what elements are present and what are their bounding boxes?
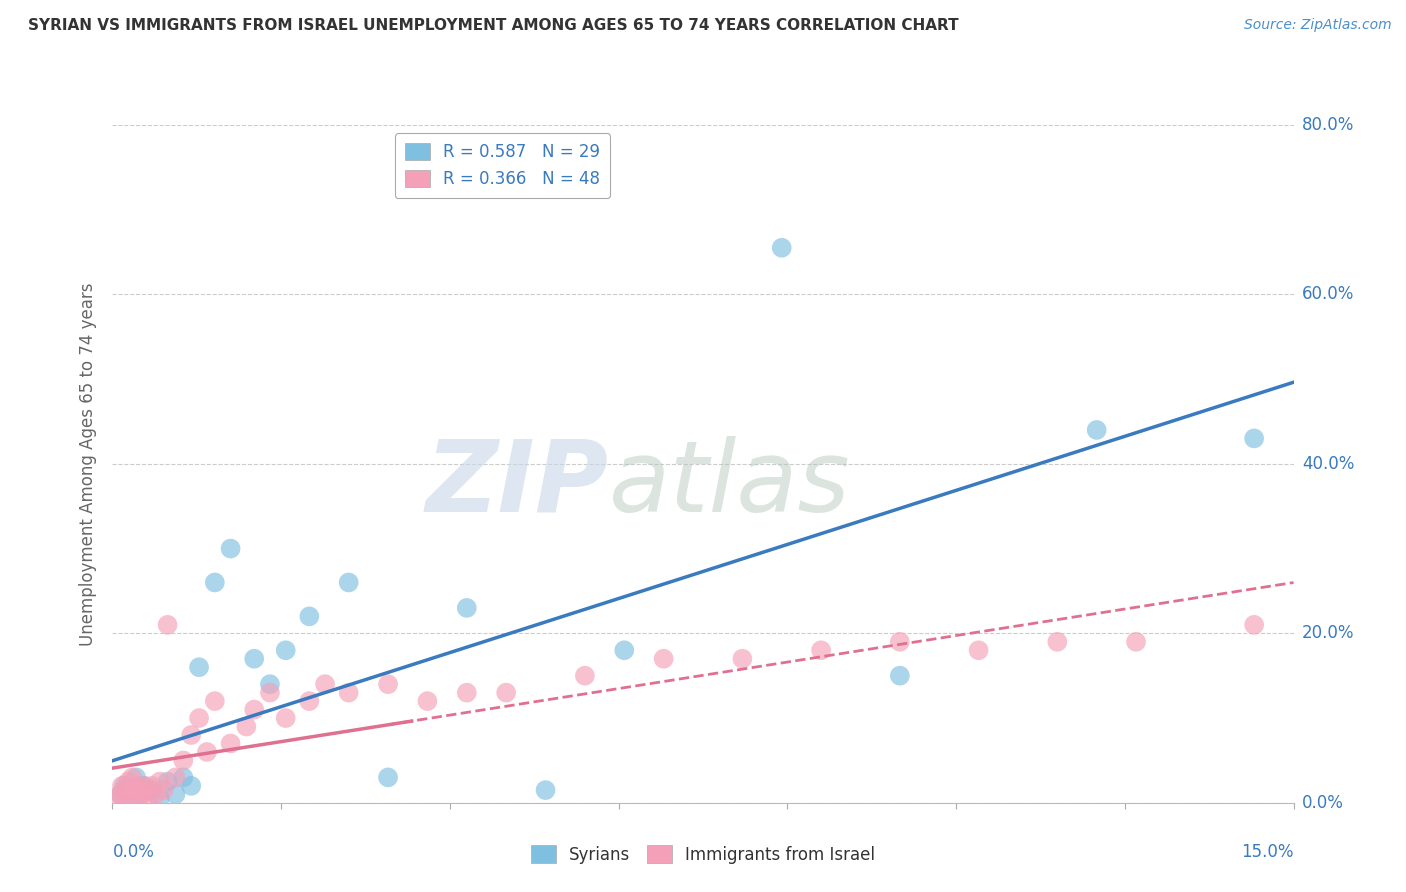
Legend: Syrians, Immigrants from Israel: Syrians, Immigrants from Israel bbox=[524, 838, 882, 871]
Point bbox=[135, 783, 157, 797]
Point bbox=[235, 719, 257, 733]
Point bbox=[112, 783, 135, 797]
Point bbox=[337, 575, 360, 590]
Point bbox=[652, 651, 675, 665]
Point bbox=[121, 791, 143, 805]
Text: Source: ZipAtlas.com: Source: ZipAtlas.com bbox=[1244, 18, 1392, 32]
Text: 0.0%: 0.0% bbox=[1302, 794, 1344, 812]
Point bbox=[574, 669, 596, 683]
Point bbox=[195, 745, 218, 759]
Point bbox=[110, 788, 132, 801]
Point bbox=[145, 788, 167, 801]
Point bbox=[105, 791, 128, 805]
Point bbox=[180, 728, 202, 742]
Point bbox=[165, 770, 187, 785]
Point bbox=[889, 669, 911, 683]
Point bbox=[274, 643, 297, 657]
Point bbox=[219, 737, 242, 751]
Point bbox=[274, 711, 297, 725]
Point bbox=[110, 788, 132, 801]
Point bbox=[188, 660, 211, 674]
Point bbox=[1243, 432, 1265, 446]
Point bbox=[132, 779, 155, 793]
Point bbox=[152, 783, 174, 797]
Text: 80.0%: 80.0% bbox=[1302, 116, 1354, 134]
Point bbox=[889, 635, 911, 649]
Y-axis label: Unemployment Among Ages 65 to 74 years: Unemployment Among Ages 65 to 74 years bbox=[79, 282, 97, 646]
Text: 20.0%: 20.0% bbox=[1302, 624, 1354, 642]
Point bbox=[149, 774, 172, 789]
Point bbox=[298, 694, 321, 708]
Point bbox=[613, 643, 636, 657]
Point bbox=[125, 779, 148, 793]
Point bbox=[298, 609, 321, 624]
Point bbox=[125, 770, 148, 785]
Point bbox=[131, 788, 153, 801]
Point bbox=[456, 685, 478, 699]
Point bbox=[456, 601, 478, 615]
Point bbox=[165, 788, 187, 801]
Point bbox=[534, 783, 557, 797]
Point bbox=[377, 770, 399, 785]
Point bbox=[243, 703, 266, 717]
Point bbox=[129, 783, 152, 797]
Point bbox=[259, 677, 281, 691]
Text: 15.0%: 15.0% bbox=[1241, 844, 1294, 862]
Point bbox=[156, 617, 179, 632]
Point bbox=[416, 694, 439, 708]
Point bbox=[180, 779, 202, 793]
Point bbox=[1243, 617, 1265, 632]
Point bbox=[810, 643, 832, 657]
Text: 0.0%: 0.0% bbox=[112, 844, 155, 862]
Point bbox=[141, 779, 163, 793]
Point bbox=[1046, 635, 1069, 649]
Point bbox=[132, 779, 155, 793]
Point bbox=[127, 791, 149, 805]
Point bbox=[204, 575, 226, 590]
Point bbox=[188, 711, 211, 725]
Point bbox=[172, 753, 194, 767]
Point bbox=[124, 783, 146, 797]
Point bbox=[337, 685, 360, 699]
Legend: R = 0.587   N = 29, R = 0.366   N = 48: R = 0.587 N = 29, R = 0.366 N = 48 bbox=[395, 133, 610, 198]
Text: 40.0%: 40.0% bbox=[1302, 455, 1354, 473]
Text: atlas: atlas bbox=[609, 435, 851, 533]
Point bbox=[112, 779, 135, 793]
Point bbox=[111, 779, 134, 793]
Point bbox=[259, 685, 281, 699]
Point bbox=[770, 241, 793, 255]
Point bbox=[118, 788, 141, 801]
Text: 60.0%: 60.0% bbox=[1302, 285, 1354, 303]
Point bbox=[141, 783, 163, 797]
Point bbox=[314, 677, 336, 691]
Point bbox=[219, 541, 242, 556]
Point bbox=[495, 685, 517, 699]
Text: SYRIAN VS IMMIGRANTS FROM ISRAEL UNEMPLOYMENT AMONG AGES 65 TO 74 YEARS CORRELAT: SYRIAN VS IMMIGRANTS FROM ISRAEL UNEMPLO… bbox=[28, 18, 959, 33]
Point bbox=[129, 788, 152, 801]
Point bbox=[136, 791, 159, 805]
Point bbox=[117, 783, 139, 797]
Point bbox=[967, 643, 990, 657]
Point bbox=[1085, 423, 1108, 437]
Point bbox=[115, 791, 138, 805]
Point bbox=[117, 774, 139, 789]
Text: ZIP: ZIP bbox=[426, 435, 609, 533]
Point bbox=[243, 651, 266, 665]
Point bbox=[731, 651, 754, 665]
Point bbox=[156, 774, 179, 789]
Point bbox=[204, 694, 226, 708]
Point bbox=[149, 791, 172, 805]
Point bbox=[377, 677, 399, 691]
Point bbox=[1125, 635, 1147, 649]
Point bbox=[172, 770, 194, 785]
Point bbox=[121, 770, 143, 785]
